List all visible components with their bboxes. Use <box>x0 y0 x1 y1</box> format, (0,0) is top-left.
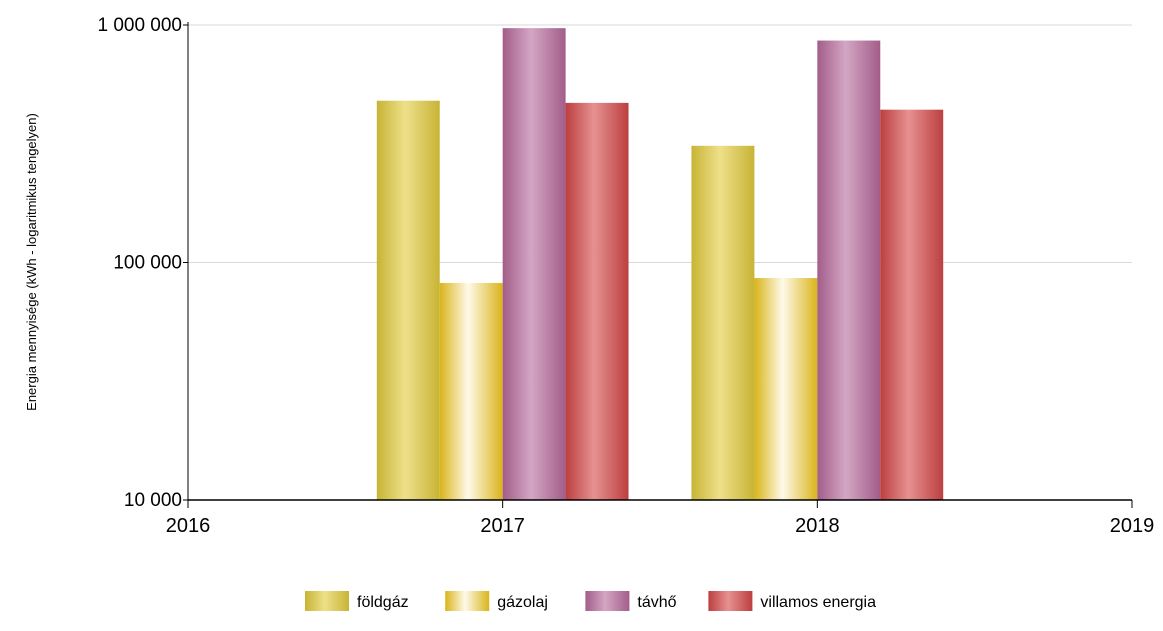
y-tick-label: 10 000 <box>124 490 182 511</box>
legend-swatch <box>708 591 753 611</box>
x-tick-label: 2018 <box>795 515 840 537</box>
legend-swatch <box>585 591 630 611</box>
legend-swatch <box>445 591 490 611</box>
axes: 10 000 100 000 1 000 000 2016 2017 2018 2019 <box>97 15 1154 537</box>
y-tick-label: 100 000 <box>113 253 182 274</box>
legend-label: földgáz <box>357 594 409 611</box>
x-tick-label: 2019 <box>1110 515 1155 537</box>
grid <box>188 24 1132 501</box>
bar-0-0 <box>376 100 440 501</box>
legend-label: villamos energia <box>760 594 876 611</box>
legend-label: távhő <box>637 594 676 611</box>
legend: földgáz gázolaj távhő villamos energia <box>305 591 876 611</box>
bar-2-1 <box>817 40 881 501</box>
x-tick-label: 2016 <box>166 515 211 537</box>
y-tick-label: 1 000 000 <box>97 15 182 36</box>
bar-1-0 <box>439 282 503 500</box>
bar-1-1 <box>754 278 818 500</box>
bars <box>376 28 944 501</box>
y-axis-label: Energia mennyisége (kWh - logaritmikus t… <box>24 113 39 411</box>
bar-3-0 <box>565 102 629 500</box>
bar-3-1 <box>880 109 944 500</box>
legend-swatch <box>305 591 349 611</box>
bar-0-1 <box>691 145 755 500</box>
legend-label: gázolaj <box>497 594 548 611</box>
bar-2-0 <box>502 28 566 500</box>
x-tick-label: 2017 <box>480 515 525 537</box>
